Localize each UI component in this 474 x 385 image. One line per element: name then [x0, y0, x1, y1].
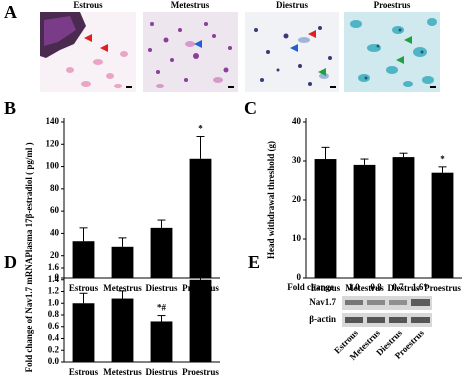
annotation: *#&	[192, 263, 209, 273]
fold-change: 1.6*	[412, 282, 428, 292]
panel-label: B	[4, 98, 16, 118]
y-tick-label: 0	[55, 272, 60, 282]
panel-label: A	[4, 2, 17, 22]
panel-label: C	[244, 98, 257, 118]
bar	[72, 303, 95, 362]
bar	[314, 159, 337, 278]
bar	[189, 279, 212, 362]
y-axis-title: Fold change of Nav1.7 mRNA	[24, 257, 34, 372]
x-tick-label: Estrous	[69, 367, 99, 377]
y-tick-label: 0.8	[48, 309, 60, 319]
blot	[342, 313, 432, 327]
y-tick-label: 1.0	[48, 297, 60, 307]
bar	[150, 227, 173, 278]
micrograph	[344, 12, 440, 92]
bar	[111, 298, 134, 362]
x-tick-label: Metestrus	[345, 283, 384, 293]
micrograph	[143, 12, 238, 92]
y-tick-label: 1.4	[48, 274, 60, 284]
x-tick-label: Diestrus	[146, 367, 178, 377]
y-tick-label: 20	[292, 194, 302, 204]
micrograph	[40, 12, 136, 92]
panel-label: D	[4, 252, 17, 272]
x-tick-label: Estrous	[69, 283, 99, 293]
y-tick-label: 1.6	[48, 262, 60, 272]
image-title: Estrous	[73, 0, 103, 10]
row-label: β-actin	[309, 314, 336, 324]
x-tick-label: Proestrus	[182, 367, 219, 377]
y-tick-label: 60	[50, 205, 60, 215]
y-tick-label: 0.0	[48, 356, 60, 366]
fold-change-label: Fold change	[287, 282, 334, 292]
x-tick-label: Proestrus	[424, 283, 461, 293]
bar	[189, 158, 212, 278]
y-tick-label: 0	[297, 272, 302, 282]
annotation: *#	[157, 303, 167, 313]
image-title: Metestrus	[171, 0, 210, 10]
row-label: Nav1.7	[309, 297, 336, 307]
y-tick-label: 30	[292, 155, 302, 165]
fold-change: 0.8	[370, 282, 382, 292]
fold-change: 0.7	[392, 282, 404, 292]
y-tick-label: 1.2	[48, 286, 60, 296]
image-title: Proestrus	[374, 0, 411, 10]
x-tick-label: Metestrus	[103, 367, 142, 377]
y-axis-title: Head withdrawal threshold (g)	[266, 141, 276, 259]
bar	[431, 172, 454, 278]
bar	[111, 246, 134, 278]
fold-change: 1.0	[348, 282, 360, 292]
x-tick-label: Diestrus	[388, 283, 420, 293]
y-tick-label: 100	[46, 161, 60, 171]
y-tick-label: 40	[50, 227, 60, 237]
y-tick-label: 80	[50, 183, 60, 193]
y-tick-label: 140	[46, 116, 60, 126]
y-tick-label: 0.2	[48, 344, 60, 354]
y-tick-label: 120	[46, 138, 60, 148]
annotation: *	[440, 154, 445, 164]
blot	[342, 296, 432, 310]
y-axis-title: Plasma 17β-estradiol ( pg/ml )	[24, 142, 34, 257]
bar	[72, 241, 95, 278]
y-tick-label: 0.6	[48, 321, 60, 331]
panel-label: E	[248, 252, 260, 272]
annotation: *	[198, 124, 203, 134]
bar	[392, 157, 415, 278]
micrograph	[245, 12, 339, 92]
bar	[150, 321, 173, 362]
y-tick-label: 40	[292, 116, 302, 126]
image-title: Diestrus	[276, 0, 308, 10]
x-tick-label: Estrous	[311, 283, 341, 293]
y-tick-label: 20	[50, 250, 60, 260]
y-tick-label: 0.4	[48, 333, 60, 343]
y-tick-label: 10	[292, 233, 302, 243]
x-tick-label: Metestrus	[103, 283, 142, 293]
bar	[353, 164, 376, 278]
x-tick-label: Diestrus	[146, 283, 178, 293]
bands	[345, 299, 430, 323]
